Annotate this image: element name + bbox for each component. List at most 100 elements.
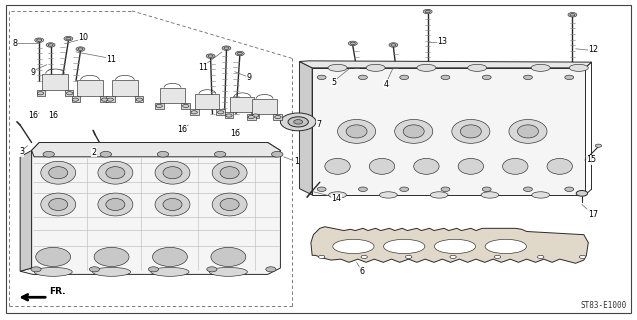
Circle shape [494,255,501,259]
Ellipse shape [434,239,476,253]
Circle shape [136,98,143,101]
Text: 16: 16 [177,125,187,134]
Ellipse shape [413,158,439,174]
Ellipse shape [41,161,76,184]
Text: 2: 2 [92,148,97,157]
Polygon shape [299,61,591,68]
Circle shape [72,98,78,101]
Circle shape [538,255,544,259]
Polygon shape [182,103,190,108]
Circle shape [183,104,189,108]
Polygon shape [311,227,589,263]
Ellipse shape [547,158,573,174]
Ellipse shape [98,161,133,184]
Ellipse shape [48,167,68,179]
Polygon shape [20,142,280,274]
Ellipse shape [48,198,68,211]
Ellipse shape [94,247,129,267]
Polygon shape [71,96,80,102]
Polygon shape [106,96,115,102]
Text: 1: 1 [294,157,299,166]
Ellipse shape [106,198,125,211]
Circle shape [450,255,456,259]
Polygon shape [65,90,73,96]
Polygon shape [135,96,143,102]
Circle shape [222,46,231,50]
Circle shape [157,151,169,157]
Circle shape [280,113,316,131]
Text: 11: 11 [198,63,208,72]
Circle shape [218,111,224,114]
Ellipse shape [452,119,490,143]
Polygon shape [225,112,233,118]
Circle shape [570,13,575,16]
Circle shape [391,44,396,46]
Text: FR.: FR. [49,287,66,296]
Ellipse shape [155,193,190,216]
Ellipse shape [36,247,71,267]
Circle shape [317,187,326,191]
Polygon shape [20,150,32,271]
Circle shape [31,267,41,272]
Circle shape [266,267,276,272]
Polygon shape [273,114,282,120]
Circle shape [226,114,232,117]
Ellipse shape [369,158,395,174]
Ellipse shape [155,161,190,184]
Circle shape [441,187,450,191]
Polygon shape [196,94,220,109]
Circle shape [580,255,586,259]
Polygon shape [217,109,225,115]
Circle shape [101,98,108,101]
Ellipse shape [417,64,436,71]
Circle shape [248,116,254,119]
Text: 9: 9 [31,68,36,77]
Ellipse shape [328,64,347,71]
Circle shape [38,92,44,95]
Circle shape [66,37,71,40]
Polygon shape [299,61,312,195]
Ellipse shape [98,193,133,216]
Circle shape [215,151,226,157]
Circle shape [288,117,308,127]
Circle shape [350,42,355,45]
Circle shape [107,98,113,101]
Circle shape [207,267,217,272]
Text: 3: 3 [19,147,24,156]
Circle shape [206,54,215,58]
Text: 16: 16 [230,130,240,139]
Ellipse shape [338,119,376,143]
Circle shape [425,10,430,13]
Polygon shape [32,142,280,157]
Ellipse shape [531,64,550,71]
Circle shape [359,187,368,191]
Ellipse shape [395,119,433,143]
Circle shape [565,75,574,80]
Ellipse shape [509,119,547,143]
Circle shape [148,267,159,272]
Ellipse shape [517,125,538,138]
Ellipse shape [34,268,72,276]
Circle shape [37,39,42,42]
Ellipse shape [569,64,589,71]
Text: 14: 14 [331,194,341,203]
Ellipse shape [346,125,367,138]
Ellipse shape [468,64,487,71]
Circle shape [237,52,242,55]
Text: 11: 11 [106,55,116,64]
Circle shape [46,43,55,47]
Circle shape [191,111,197,114]
Ellipse shape [151,268,189,276]
Ellipse shape [163,198,182,211]
Ellipse shape [92,268,131,276]
Ellipse shape [383,239,425,253]
Circle shape [294,120,303,124]
Circle shape [78,48,83,50]
Polygon shape [111,80,138,96]
Polygon shape [155,103,164,108]
Circle shape [156,104,162,108]
Ellipse shape [220,198,239,211]
Polygon shape [37,90,45,96]
Ellipse shape [403,125,424,138]
Polygon shape [230,97,254,112]
